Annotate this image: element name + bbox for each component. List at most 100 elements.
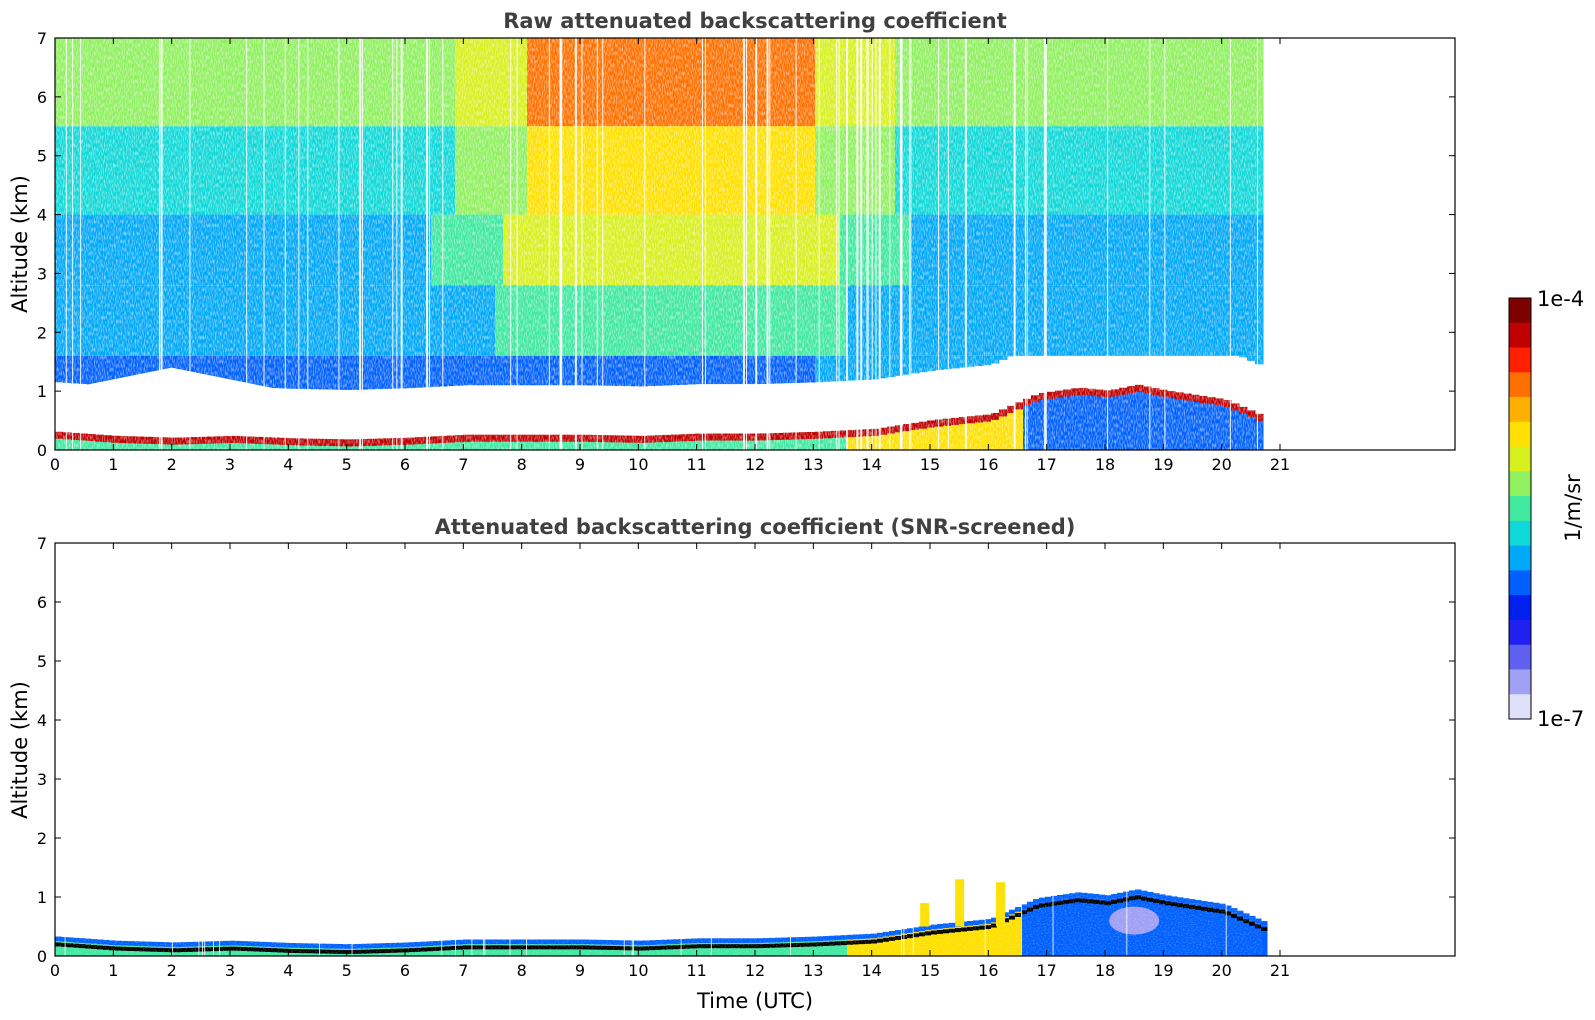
x-tick-label: 16 bbox=[978, 961, 998, 980]
missing-profile bbox=[1026, 38, 1028, 450]
missing-profile bbox=[836, 38, 838, 450]
x-tick-label: 21 bbox=[1270, 961, 1290, 980]
x-tick-label: 1 bbox=[108, 961, 118, 980]
x-tick-label: 9 bbox=[575, 455, 585, 474]
missing-profile bbox=[509, 885, 511, 956]
y-tick-label: 7 bbox=[37, 534, 47, 553]
missing-profile bbox=[442, 38, 444, 450]
y-tick-label: 1 bbox=[37, 888, 47, 907]
missing-profile bbox=[1229, 38, 1231, 450]
x-tick-label: 4 bbox=[283, 961, 293, 980]
missing-profile bbox=[900, 885, 902, 956]
missing-profile bbox=[396, 38, 398, 450]
missing-profile bbox=[846, 38, 848, 450]
y-tick-label: 5 bbox=[37, 147, 47, 166]
missing-profile bbox=[769, 38, 771, 450]
missing-profile bbox=[561, 38, 563, 450]
missing-profile bbox=[875, 38, 877, 450]
colorbar-cell bbox=[1509, 397, 1531, 423]
x-tick-label: 5 bbox=[342, 455, 352, 474]
y-tick-label: 7 bbox=[37, 29, 47, 48]
missing-profile bbox=[910, 38, 912, 450]
missing-profile bbox=[574, 38, 577, 450]
y-tick-label: 3 bbox=[37, 264, 47, 283]
missing-profile bbox=[219, 885, 221, 956]
colorbar-cell bbox=[1509, 669, 1531, 695]
colorbar-cell bbox=[1509, 545, 1531, 571]
missing-profile bbox=[704, 38, 706, 450]
colorbar-cell bbox=[1509, 520, 1531, 547]
missing-profile bbox=[189, 38, 191, 450]
missing-profile bbox=[400, 38, 403, 450]
missing-profile bbox=[871, 38, 873, 450]
y-tick-label: 3 bbox=[37, 770, 47, 789]
missing-profile bbox=[1024, 38, 1026, 450]
missing-profile bbox=[818, 38, 820, 450]
missing-profile bbox=[596, 38, 598, 450]
x-tick-label: 13 bbox=[803, 455, 823, 474]
missing-profile bbox=[510, 38, 512, 450]
x-tick-label: 19 bbox=[1153, 455, 1173, 474]
x-tick-label: 0 bbox=[50, 455, 60, 474]
missing-profile bbox=[1126, 885, 1128, 956]
colorbar-unit-label: 1/m/sr bbox=[1561, 474, 1585, 542]
colorbar-cell bbox=[1509, 322, 1531, 349]
missing-profile bbox=[710, 885, 712, 956]
y-tick-label: 2 bbox=[37, 323, 47, 342]
missing-profile bbox=[359, 38, 362, 450]
x-tick-label: 3 bbox=[225, 961, 235, 980]
missing-profile bbox=[909, 38, 911, 450]
missing-profile bbox=[307, 38, 309, 450]
noise-overlay bbox=[55, 885, 1263, 956]
x-tick-label: 18 bbox=[1095, 455, 1115, 474]
missing-profile bbox=[938, 38, 940, 450]
colorbar-cell bbox=[1509, 570, 1531, 596]
x-tick-label: 12 bbox=[745, 961, 765, 980]
panel-screened-xlabel: Time (UTC) bbox=[696, 989, 813, 1013]
x-tick-label: 4 bbox=[283, 455, 293, 474]
missing-profile bbox=[160, 38, 163, 450]
missing-profile bbox=[392, 38, 394, 450]
y-tick-label: 6 bbox=[37, 593, 47, 612]
missing-profile bbox=[263, 38, 265, 450]
missing-profile bbox=[632, 885, 634, 956]
missing-profile bbox=[429, 38, 431, 450]
missing-profile bbox=[1014, 38, 1016, 450]
missing-profile bbox=[856, 38, 859, 450]
colorbar-cell bbox=[1509, 372, 1531, 398]
x-tick-label: 15 bbox=[920, 455, 940, 474]
x-tick-label: 6 bbox=[400, 961, 410, 980]
x-tick-label: 9 bbox=[575, 961, 585, 980]
colorbar-cell bbox=[1509, 619, 1531, 646]
missing-profile bbox=[351, 885, 353, 956]
missing-profile bbox=[1149, 38, 1151, 450]
colorbar-cell bbox=[1509, 694, 1531, 720]
colorbar-frame bbox=[1508, 297, 1532, 720]
x-tick-label: 12 bbox=[745, 455, 765, 474]
panel-screened-axes: 0 1 2 3 4 5 6 7 8 9 10 11 12 13 14 15 16 17 18 19 20 21012345… bbox=[37, 534, 1456, 980]
missing-profile bbox=[319, 885, 321, 956]
x-tick-label: 17 bbox=[1036, 455, 1056, 474]
missing-profile bbox=[484, 885, 486, 956]
x-tick-label: 6 bbox=[400, 455, 410, 474]
missing-profile bbox=[64, 885, 66, 956]
y-tick-label: 0 bbox=[37, 947, 47, 966]
panel-raw-axes: 0 1 2 3 4 5 6 7 8 9 10 11 12 13 14 15 16 17 18 19 20 21012345… bbox=[37, 29, 1456, 474]
y-tick-label: 5 bbox=[37, 652, 47, 671]
x-tick-label: 17 bbox=[1036, 961, 1056, 980]
x-tick-label: 18 bbox=[1095, 961, 1115, 980]
colorbar-cell bbox=[1509, 471, 1531, 497]
missing-profile bbox=[947, 38, 949, 450]
missing-profile bbox=[912, 885, 914, 956]
missing-profile bbox=[745, 38, 747, 450]
missing-profile bbox=[526, 885, 528, 956]
missing-profile bbox=[899, 38, 902, 450]
missing-profile bbox=[426, 38, 429, 450]
x-tick-label: 7 bbox=[458, 961, 468, 980]
missing-profile bbox=[742, 38, 745, 450]
missing-profile bbox=[1043, 38, 1045, 450]
x-tick-label: 7 bbox=[458, 455, 468, 474]
x-tick-label: 5 bbox=[342, 961, 352, 980]
missing-profile bbox=[284, 38, 286, 450]
x-tick-label: 8 bbox=[517, 961, 527, 980]
